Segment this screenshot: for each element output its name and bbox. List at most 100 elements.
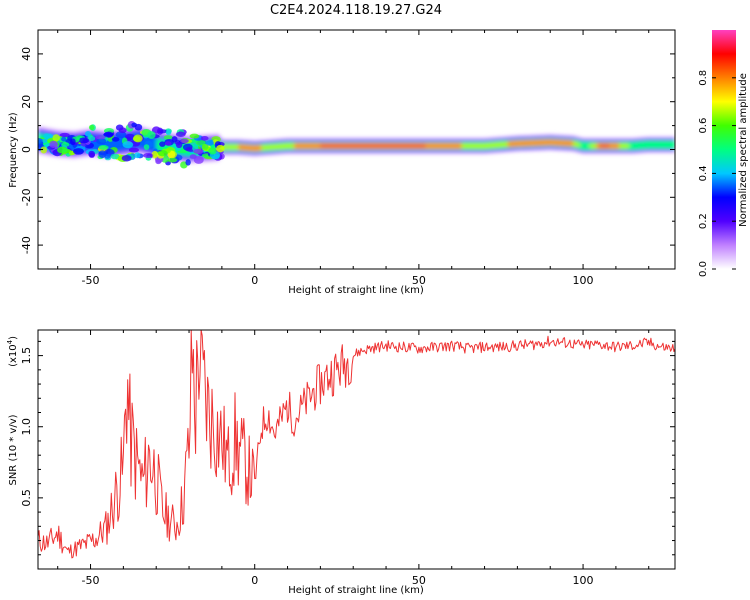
spectrogram-xlabel: Height of straight line (km) [288,285,424,296]
spectrogram-band [238,144,262,151]
snr-ylabel: SNR (10 * v/v) [8,414,19,485]
snr-ticks: -50 0 50 100 0.5 1.0 1.5 [20,330,675,587]
snr-xlabel: Height of straight line (km) [288,585,424,596]
spectrogram-speckle-dot [164,141,172,146]
spectrogram-speckle-dot [208,147,217,155]
spectrogram-speckle-dot [151,126,161,134]
spectrogram-speckle-dot [70,138,76,146]
spectrogram-speckle-dot [185,159,191,166]
snr-xtick-label: 100 [573,574,594,587]
spectrogram-ticks: -50 0 50 100 -40 -20 0 20 40 [20,29,675,287]
figure-title: C2E4.2024.118.19.27.G24 [270,3,442,18]
spectrogram-speckle-dot [49,140,58,148]
spectrogram-speckle-dot [88,150,96,158]
snr-multiplier: (x104) [6,336,19,367]
colorbar-tick-label: 0.6 [698,118,709,134]
spectrogram-ytick-label: 20 [20,95,33,109]
snr-xtick-label: 50 [412,574,426,587]
snr-ytick-label: 1.0 [20,418,33,436]
colorbar-tick-label: 0.4 [698,165,709,181]
spectrogram-speckle-dot [57,146,68,154]
spectrogram-speckle-dot [40,146,47,154]
colorbar-tick-label: 0.0 [698,261,709,277]
spectrogram-speckle-dot [143,153,153,159]
spectrogram-band [599,143,610,148]
spectrogram-speckle-dot [98,150,107,159]
spectrogram-speckle-dot [205,140,214,146]
spectrogram-speckle-dot [134,152,141,159]
colorbar-tick-label: 0.8 [698,70,709,86]
spectrogram-speckle-dot [128,147,140,153]
spectrogram-speckle-dot [143,144,150,150]
spectrogram-speckle-dot [189,154,197,159]
snr-frame [37,329,676,570]
snr-xtick-label: -50 [82,574,100,587]
spectrogram-xtick-label: 0 [251,274,258,287]
spectrogram-panel: -50 0 50 100 -40 -20 0 20 40 Height of straight … [8,29,676,296]
spectrogram-speckle-dot [159,141,166,147]
spectrogram-speckle-dot [151,150,159,159]
spectrogram-speckle-dot [110,153,120,160]
spectrogram-speckle-dot [121,155,132,162]
spectrogram-speckle-dot [195,139,206,146]
spectrogram-xtick-label: 100 [573,274,594,287]
spectrogram-speckle-dot [43,133,50,140]
spectrogram-ytick-label: 40 [20,47,33,61]
spectrogram-speckle-dot [118,127,127,134]
spectrogram-speckle-dot [103,132,114,138]
snr-panel: -50 0 50 100 0.5 1.0 1.5 Height of straight li… [6,329,676,596]
snr-multiplier-base: (x10 [8,344,19,367]
spectrogram-speckle-dot [38,138,43,143]
colorbar-label: Normalized spectral amplitude [738,73,749,227]
spectrogram-speckle-dot [73,148,84,155]
spectrogram-speckle-dot [165,129,172,136]
spectrogram-xtick-label: 50 [412,274,426,287]
spectrogram-speckle-dot [52,134,60,142]
colorbar-ticks: 0.0 0.2 0.4 0.6 0.8 [698,70,736,277]
spectrogram-speckle-dot [122,141,134,149]
spectrogram-band [507,139,574,147]
snr-ytick-label: 0.5 [20,489,33,507]
spectrogram-speckle-dot [59,132,70,138]
colorbar: 0.0 0.2 0.4 0.6 0.8 Normalized spectral ampl… [698,30,749,277]
spectrogram-xtick-label: -50 [82,274,100,287]
spectrogram-speckle-dot [61,136,67,142]
spectrogram-speckle-dot [88,124,95,131]
spectrogram-ylabel: Frequency (Hz) [8,112,19,188]
spectrogram-band [320,143,426,148]
spectrogram-speckle-dot [124,133,136,140]
spectrogram-speckle-dot [200,135,209,141]
snr-series-line [38,330,675,559]
spectrogram-speckle-dot [68,150,75,156]
spectrogram-speckle-dot [115,131,127,139]
spectrogram-ytick-label: -40 [20,236,33,254]
spectrogram-speckle-dot [147,131,156,139]
spectrogram-speckle-dot [216,144,225,153]
spectrogram-heatmap [38,120,675,169]
svg-text:(x104): (x104) [6,336,19,367]
spectrogram-speckle-dot [193,148,204,154]
spectrogram-speckle-dot [87,135,96,142]
spectrogram-speckle-dot [95,135,106,140]
spectrogram-speckle-dot [189,133,200,139]
spectrogram-speckle-dot [133,134,143,143]
colorbar-tick-label: 0.2 [698,213,709,229]
spectrogram-speckle-dot [201,143,209,151]
snr-xtick-label: 0 [251,574,258,587]
spectrogram-speckle-dot [78,137,90,144]
spectrogram-speckle-dot [167,157,178,163]
spectrogram-speckle-dot [98,145,109,150]
spectrogram-speckle-dot [175,141,183,149]
spectrogram-speckle-dot [179,138,189,144]
spectrogram-speckle-dot [157,150,168,157]
spectrogram-speckle-dot [175,131,186,137]
spectrogram-speckle-dot [111,137,120,142]
colorbar-gradient [712,30,736,269]
snr-multiplier-exp: 4 [6,339,14,344]
snr-ytick-label: 1.5 [20,347,33,365]
spectrogram-speckle [38,120,225,169]
spectrogram-speckle-dot [84,130,92,137]
spectrogram-speckle-dot [163,135,173,140]
spectrogram-speckle-dot [193,155,204,164]
